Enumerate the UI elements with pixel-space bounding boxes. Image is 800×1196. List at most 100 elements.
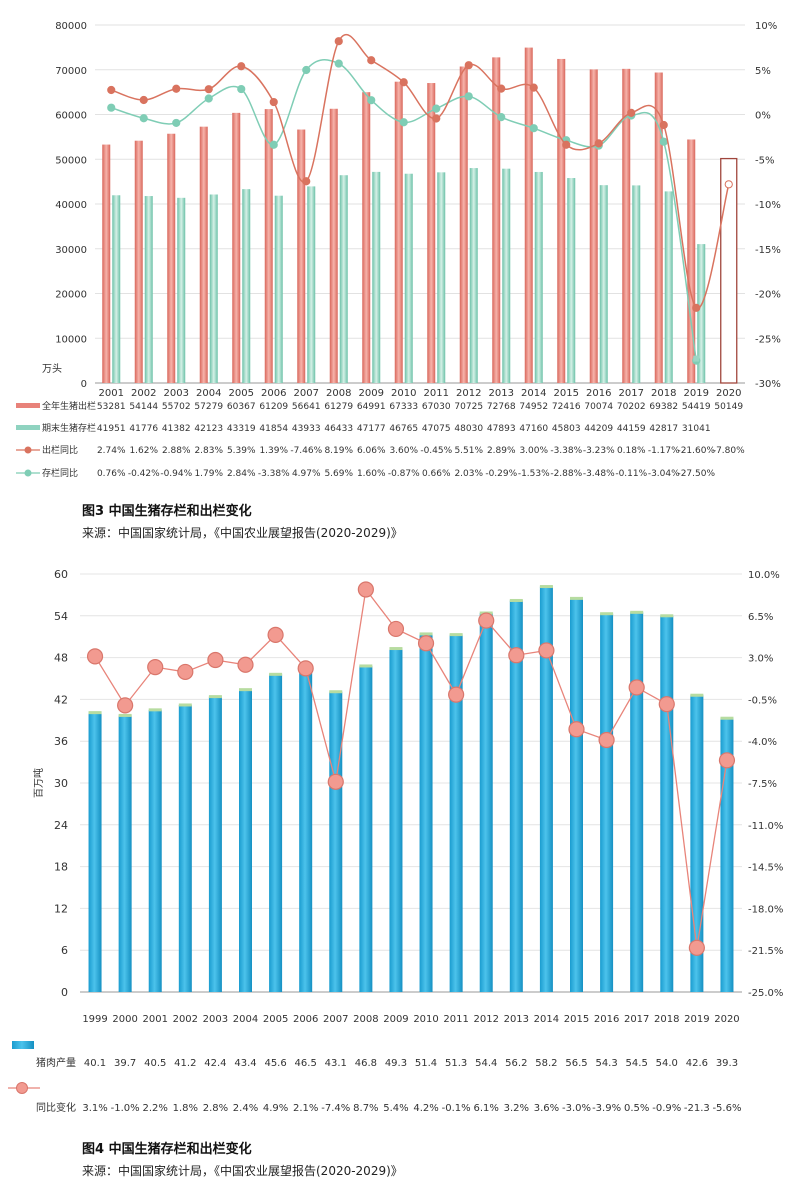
table-cell-value: 49.3 (385, 1058, 407, 1069)
table-cell-value: 6.06% (357, 446, 386, 456)
y-tick-left: 20000 (55, 290, 87, 301)
table-cell-value: 0.76% (97, 469, 126, 479)
bar-cap (660, 614, 674, 618)
table-cell-value: 41854 (259, 424, 288, 434)
x-tick-label: 2020 (714, 1014, 739, 1025)
point-slaughter-yoy (334, 37, 343, 46)
table-cell-value: 48030 (454, 424, 483, 434)
x-tick-label: 2016 (594, 1014, 619, 1025)
table-cell-value: 58.2 (535, 1058, 557, 1069)
figure-4-caption-title: 图4 中国生猪存栏和出栏变化 (82, 1142, 252, 1157)
bar-pork-output (148, 709, 162, 992)
table-cell-value: 5.51% (454, 446, 483, 456)
y-tick-right: -7.5% (748, 779, 777, 790)
table-cell-value: 2.4% (233, 1103, 258, 1114)
x-tick-label: 2007 (323, 1014, 348, 1025)
table-cell-value: 45803 (552, 424, 581, 434)
point-yoy-change (628, 679, 645, 696)
table-cell-value: 6.1% (474, 1103, 499, 1114)
table-cell-value: 2.88% (162, 446, 191, 456)
table-cell-value: 44209 (584, 424, 613, 434)
bar-inventory (437, 172, 446, 383)
point-yoy-change (117, 697, 134, 714)
bar-cap (509, 598, 523, 602)
point-yoy-change (237, 656, 254, 673)
bar-slaughter (329, 108, 338, 383)
point-yoy-change (207, 651, 224, 669)
table-cell-value: 43.4 (234, 1058, 256, 1069)
table-cell-value: 47075 (422, 424, 451, 434)
point-slaughter-yoy (497, 84, 506, 93)
y-tick-right: -4.0% (748, 737, 777, 748)
table-cell-value: -21.60% (677, 446, 715, 456)
table-cell-value: 8.7% (353, 1103, 378, 1114)
bar-slaughter (557, 58, 566, 383)
bar-pork-output (570, 598, 583, 992)
point-yoy-change (688, 939, 705, 956)
y-tick-left: 40000 (55, 200, 87, 211)
point-inventory-yoy (237, 84, 246, 94)
table-cell-value: 2.2% (143, 1103, 168, 1114)
table-cell-value: 41382 (162, 424, 191, 434)
table-cell-value: 5.39% (227, 446, 256, 456)
table-cell-value: 0.66% (422, 469, 451, 479)
bar-cap (178, 703, 192, 707)
point-slaughter-yoy (302, 177, 311, 186)
legend-series-name: 同比变化 (36, 1101, 76, 1114)
bar-outline-2020 (720, 157, 738, 384)
table-cell-value: -21.3 (684, 1103, 710, 1114)
bar-pork-output (449, 634, 463, 992)
table-cell-value: 4.2% (413, 1103, 438, 1114)
x-tick-label: 2007 (294, 388, 319, 399)
bar-pork-output (509, 600, 523, 992)
table-cell-value: 67333 (389, 402, 418, 412)
table-cell-value: 0.5% (624, 1103, 649, 1114)
table-cell-value: -0.94% (160, 469, 192, 479)
y-tick-left: 18 (54, 861, 68, 874)
table-cell-value: -3.38% (550, 446, 582, 456)
point-slaughter-yoy (562, 140, 571, 149)
point-yoy-change (478, 612, 495, 629)
table-cell-value: 1.39% (259, 446, 288, 456)
point-slaughter-yoy (139, 95, 148, 105)
bar-pork-output (239, 689, 252, 992)
x-tick-label: 2011 (424, 388, 449, 399)
table-cell-value: 46.8 (355, 1058, 377, 1069)
bar-inventory (144, 196, 153, 383)
table-cell-value: 74952 (519, 402, 548, 412)
x-tick-label: 2015 (564, 1014, 589, 1025)
bar-inventory (209, 194, 218, 383)
table-cell-value: 1.8% (173, 1103, 198, 1114)
x-tick-label: 2004 (233, 1014, 258, 1025)
bar-cap (118, 713, 132, 717)
x-tick-label: 2000 (112, 1014, 137, 1025)
y-tick-right: -14.5% (748, 863, 783, 874)
bar-inventory (632, 185, 641, 383)
bar-slaughter (589, 69, 598, 383)
table-cell-value: 41951 (97, 424, 126, 434)
x-tick-label: 2001 (143, 1014, 168, 1025)
point-slaughter-yoy (367, 56, 376, 65)
y-tick-left: 42 (54, 693, 68, 706)
table-cell-value: -0.42% (128, 469, 160, 479)
table-cell-value: 5.69% (324, 469, 353, 479)
point-slaughter-yoy (659, 120, 668, 130)
table-cell-value: 56.5 (565, 1058, 587, 1069)
line-slaughter-yoy (111, 33, 730, 309)
point-inventory-yoy (399, 118, 408, 127)
bar-pork-output (118, 715, 132, 992)
y-tick-left: 12 (54, 902, 68, 915)
bar-cap (88, 711, 102, 715)
table-cell-value: -3.0% (562, 1103, 591, 1114)
bar-pork-output (660, 615, 674, 992)
x-tick-label: 2009 (359, 388, 384, 399)
table-cell-value: 2.8% (203, 1103, 228, 1114)
table-cell-value: 2.84% (227, 469, 256, 479)
legend-key-bar (16, 425, 40, 430)
x-tick-label: 2005 (229, 388, 254, 399)
table-cell-value: 42.4 (204, 1058, 226, 1069)
table-cell-value: 50149 (714, 402, 743, 412)
point-yoy-change (417, 635, 435, 652)
y-tick-right: 5% (755, 66, 771, 77)
bar-inventory (404, 173, 413, 383)
